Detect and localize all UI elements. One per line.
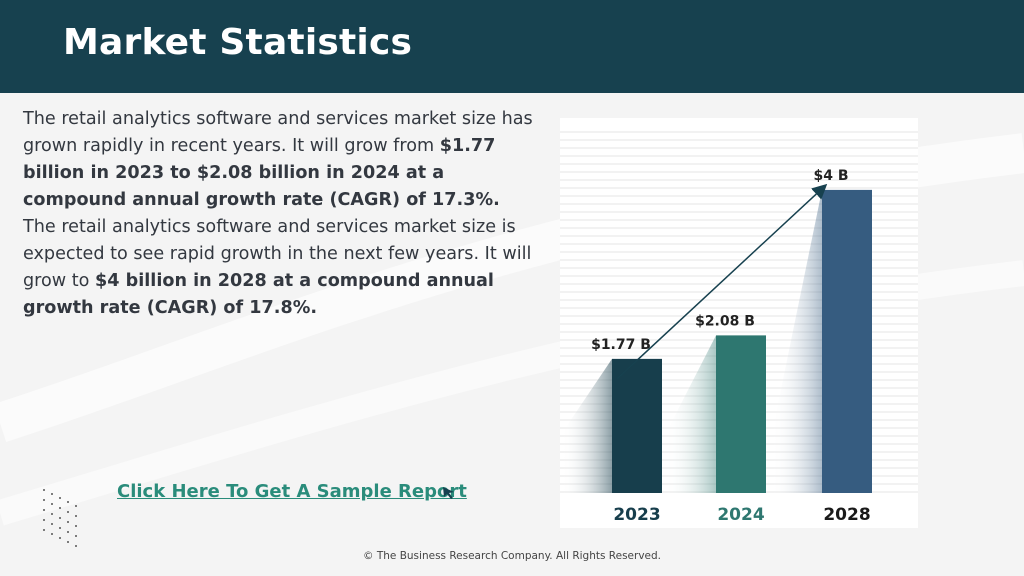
data-label-2028: $4 B bbox=[813, 168, 848, 184]
page-title: Market Statistics bbox=[63, 22, 413, 63]
category-label-2024: 2024 bbox=[717, 505, 764, 525]
bar-shadows bbox=[562, 189, 822, 493]
header-bar: Market Statistics bbox=[0, 0, 1024, 93]
sample-report-link[interactable]: Click Here To Get A Sample Report bbox=[117, 481, 467, 502]
bar-chart: $1.77 B $2.08 B $4 B 2023 2024 2028 bbox=[560, 131, 918, 525]
cursor-arrow-icon bbox=[443, 487, 454, 499]
bar-2023 bbox=[612, 358, 662, 493]
market-chart: $1.77 B $2.08 B $4 B 2023 2024 2028 bbox=[560, 118, 918, 528]
category-label-2028: 2028 bbox=[823, 505, 870, 525]
description-highlight-1: $1.77 billion in 2023 to $2.08 billion i… bbox=[23, 136, 500, 210]
copyright-footer: © The Business Research Company. All Rig… bbox=[363, 550, 661, 562]
bar-shadow-2024 bbox=[666, 335, 716, 493]
description-highlight-2: $4 billion in 2028 at a compound annual … bbox=[23, 271, 494, 318]
data-label-2023: $1.77 B bbox=[591, 337, 651, 353]
trend-arrow bbox=[616, 183, 828, 380]
bar-2028 bbox=[822, 189, 872, 493]
description-text-2: The retail analytics software and servic… bbox=[23, 217, 532, 291]
bar-shadow-2023 bbox=[562, 358, 612, 493]
dotted-decoration bbox=[43, 489, 77, 547]
category-label-2023: 2023 bbox=[613, 505, 660, 525]
data-label-2024: $2.08 B bbox=[695, 313, 755, 329]
market-description: The retail analytics software and servic… bbox=[23, 106, 533, 322]
bar-shadow-2028 bbox=[772, 189, 822, 493]
bar-2024 bbox=[716, 335, 766, 493]
description-text-1: The retail analytics software and servic… bbox=[23, 109, 533, 156]
